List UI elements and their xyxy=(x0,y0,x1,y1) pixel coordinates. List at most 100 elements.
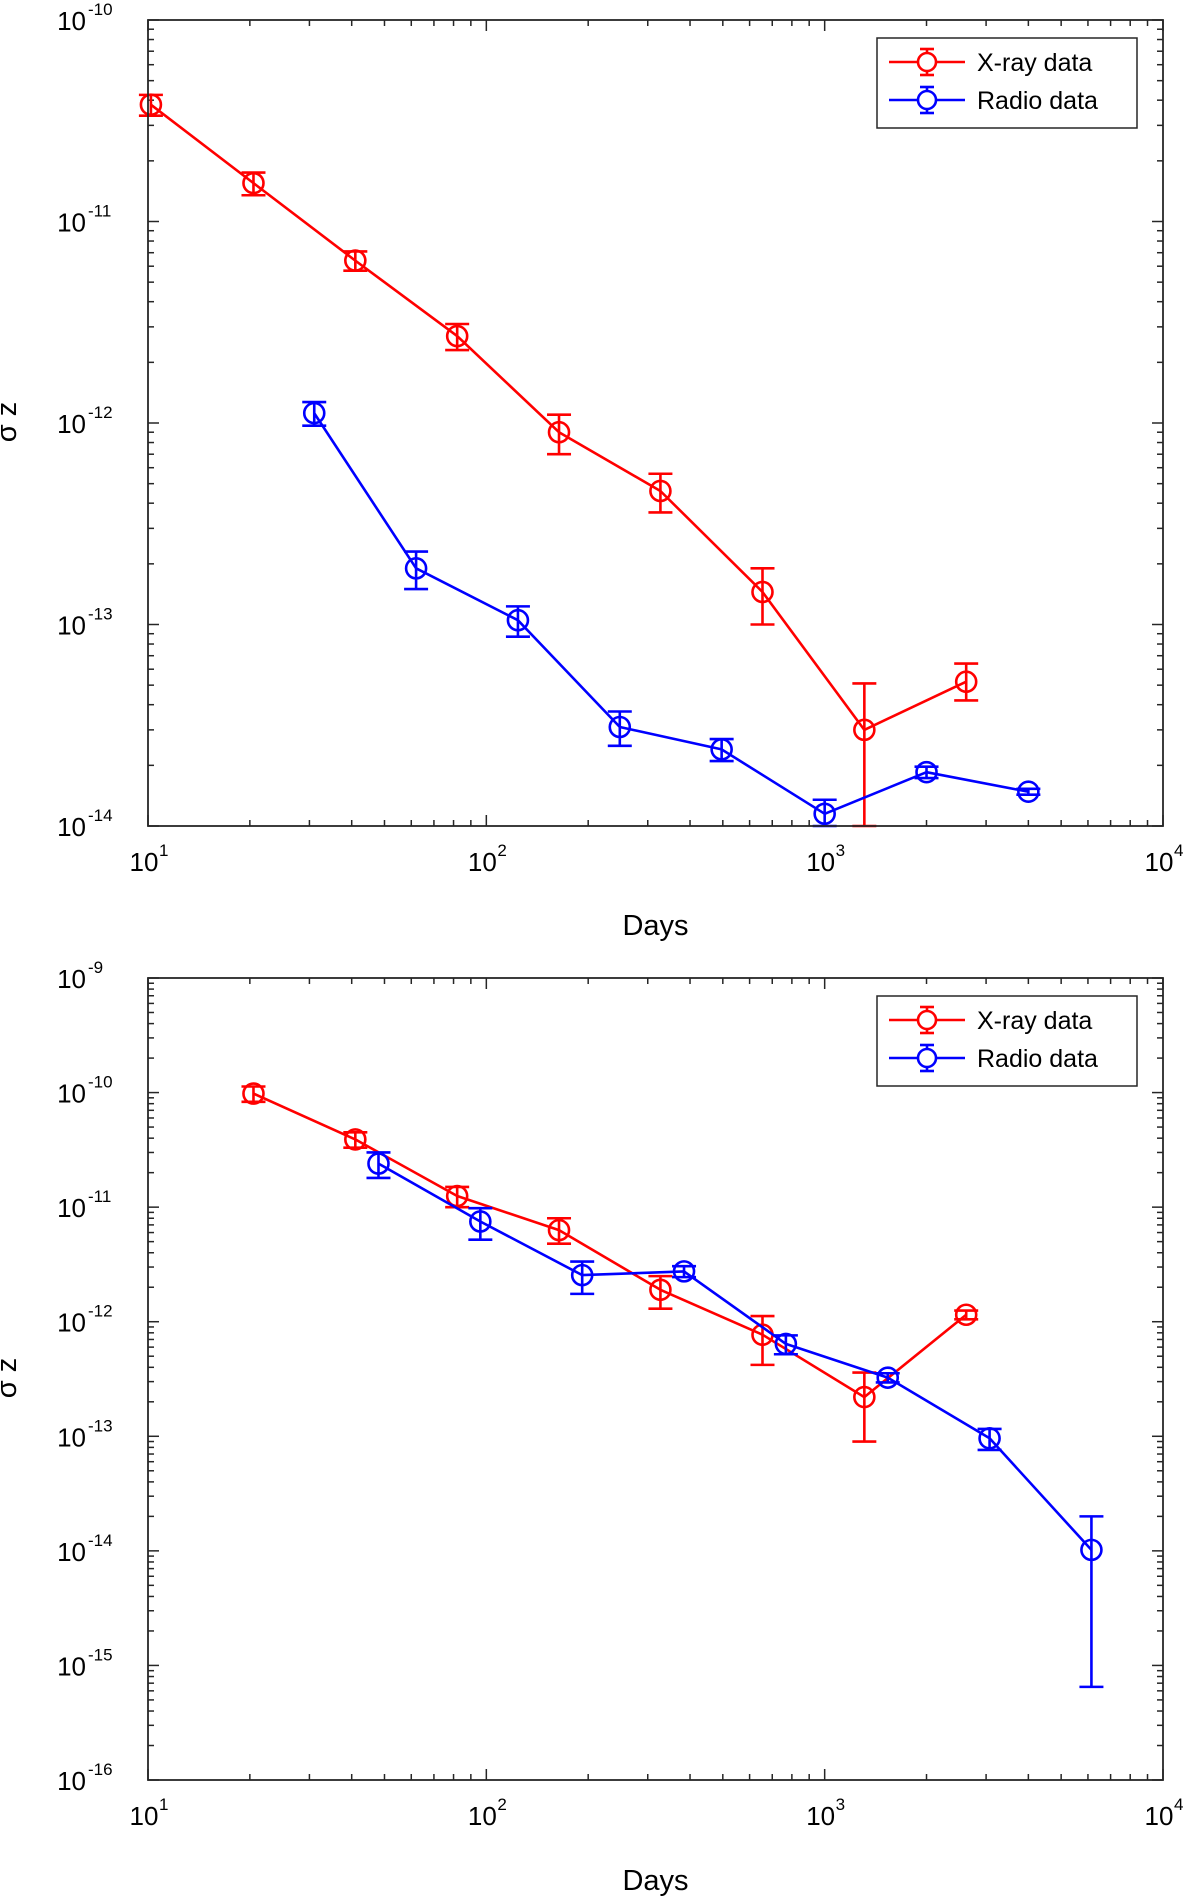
y-tick-base: 10 xyxy=(57,812,86,842)
y-tick-exponent: -14 xyxy=(88,1531,113,1550)
data-point-marker xyxy=(649,479,672,503)
error-bar xyxy=(468,1206,493,1241)
data-point-marker xyxy=(404,557,428,580)
series-xray xyxy=(138,93,979,828)
y-tick-label: 10 -12 xyxy=(57,1302,113,1338)
data-point-marker xyxy=(954,1303,978,1327)
data-point-marker xyxy=(853,718,876,742)
x-axis-label: Days xyxy=(622,910,688,942)
error-bar xyxy=(1079,1515,1104,1689)
y-tick-label: 10 -16 xyxy=(57,1760,113,1796)
y-tick-label: 10 -10 xyxy=(57,1073,113,1109)
y-tick-label: 10 -14 xyxy=(57,806,113,842)
y-tick-label: 10 -11 xyxy=(57,1187,111,1223)
error-bar xyxy=(570,1260,595,1296)
error-bar xyxy=(954,662,979,702)
y-tick-label: 10 -11 xyxy=(57,202,111,238)
y-tick-label: 10 -13 xyxy=(57,1416,113,1452)
x-tick-label: 10 3 xyxy=(806,1795,845,1831)
y-tick-base: 10 xyxy=(57,1422,86,1452)
data-point-marker xyxy=(751,580,774,604)
legend-entry: X-ray data xyxy=(889,47,1092,77)
y-tick-base: 10 xyxy=(57,6,86,36)
legend-label: Radio data xyxy=(977,1045,1098,1073)
y-tick-label: 10 -14 xyxy=(57,1531,113,1567)
data-point-marker xyxy=(547,1218,571,1242)
y-tick-exponent: -14 xyxy=(88,806,113,825)
data-point-marker xyxy=(302,401,326,425)
x-tick-exponent: 3 xyxy=(836,841,845,860)
legend: X-ray data Radio data xyxy=(876,995,1138,1087)
data-point-marker xyxy=(506,608,530,632)
data-point-marker xyxy=(710,738,733,761)
x-tick-exponent: 2 xyxy=(497,841,506,860)
x-axis-label: Days xyxy=(622,1865,688,1897)
series-radio xyxy=(302,400,1041,828)
y-tick-base: 10 xyxy=(57,1766,86,1796)
legend-marker-swatch xyxy=(916,1009,938,1031)
legend-entry: Radio data xyxy=(889,85,1098,115)
data-point-marker xyxy=(344,249,367,272)
data-point-marker xyxy=(672,1260,696,1283)
y-tick-base: 10 xyxy=(57,1308,86,1338)
y-tick-label: 10 -9 xyxy=(57,958,103,994)
series-line xyxy=(313,412,1029,816)
legend-entry: X-ray data xyxy=(889,1005,1092,1035)
legend-marker-swatch xyxy=(916,1047,938,1069)
x-tick-base: 10 xyxy=(806,1801,835,1831)
data-point-marker xyxy=(1017,780,1040,803)
data-point-marker xyxy=(853,1385,876,1409)
y-tick-label: 10 -13 xyxy=(57,605,113,641)
y-axis-label: σ z xyxy=(0,402,23,442)
x-tick-base: 10 xyxy=(130,1801,159,1831)
y-tick-base: 10 xyxy=(57,409,86,439)
x-tick-label: 10 4 xyxy=(1145,841,1184,877)
data-point-marker xyxy=(139,93,163,116)
data-point-marker xyxy=(954,670,978,694)
y-axis-label: σ z xyxy=(0,1358,23,1398)
y-tick-base: 10 xyxy=(57,964,86,994)
data-point-marker xyxy=(649,1278,672,1302)
data-point-marker xyxy=(445,1184,469,1208)
y-tick-exponent: -11 xyxy=(88,202,111,221)
x-tick-label: 10 1 xyxy=(130,841,169,877)
x-tick-base: 10 xyxy=(468,847,497,877)
y-tick-label: 10 -12 xyxy=(57,403,113,439)
data-point-marker xyxy=(547,420,571,444)
x-tick-base: 10 xyxy=(1145,847,1174,877)
y-tick-label: 10 -15 xyxy=(57,1645,113,1681)
legend-marker-swatch xyxy=(916,51,938,73)
y-tick-base: 10 xyxy=(57,611,86,641)
axes-box xyxy=(147,19,1164,827)
x-tick-exponent: 1 xyxy=(159,1795,168,1814)
error-bar xyxy=(648,1274,673,1310)
legend-label: Radio data xyxy=(977,87,1098,115)
x-tick-label: 10 2 xyxy=(468,841,507,877)
data-point-marker xyxy=(344,1128,367,1151)
x-tick-exponent: 1 xyxy=(159,841,168,860)
x-tick-exponent: 3 xyxy=(836,1795,845,1814)
y-tick-base: 10 xyxy=(57,1651,86,1681)
axes-box xyxy=(147,977,1164,1781)
series-xray xyxy=(241,1082,979,1443)
data-point-marker xyxy=(1080,1538,1103,1562)
error-bar xyxy=(1016,787,1041,796)
plot-area xyxy=(148,20,1163,826)
legend: X-ray data Radio data xyxy=(876,37,1138,129)
data-point-marker xyxy=(367,1152,390,1175)
y-tick-label: 10 -10 xyxy=(57,0,113,36)
x-tick-base: 10 xyxy=(806,847,835,877)
y-tick-exponent: -12 xyxy=(88,1302,113,1321)
x-tick-label: 10 4 xyxy=(1145,1795,1184,1831)
series-radio xyxy=(366,1151,1104,1689)
y-tick-exponent: -16 xyxy=(88,1760,113,1779)
series-line xyxy=(377,1162,1093,1551)
data-point-marker xyxy=(978,1427,1001,1450)
data-point-marker xyxy=(915,760,938,784)
x-tick-base: 10 xyxy=(1145,1801,1174,1831)
data-point-marker xyxy=(242,171,265,195)
plot-area xyxy=(148,978,1163,1780)
